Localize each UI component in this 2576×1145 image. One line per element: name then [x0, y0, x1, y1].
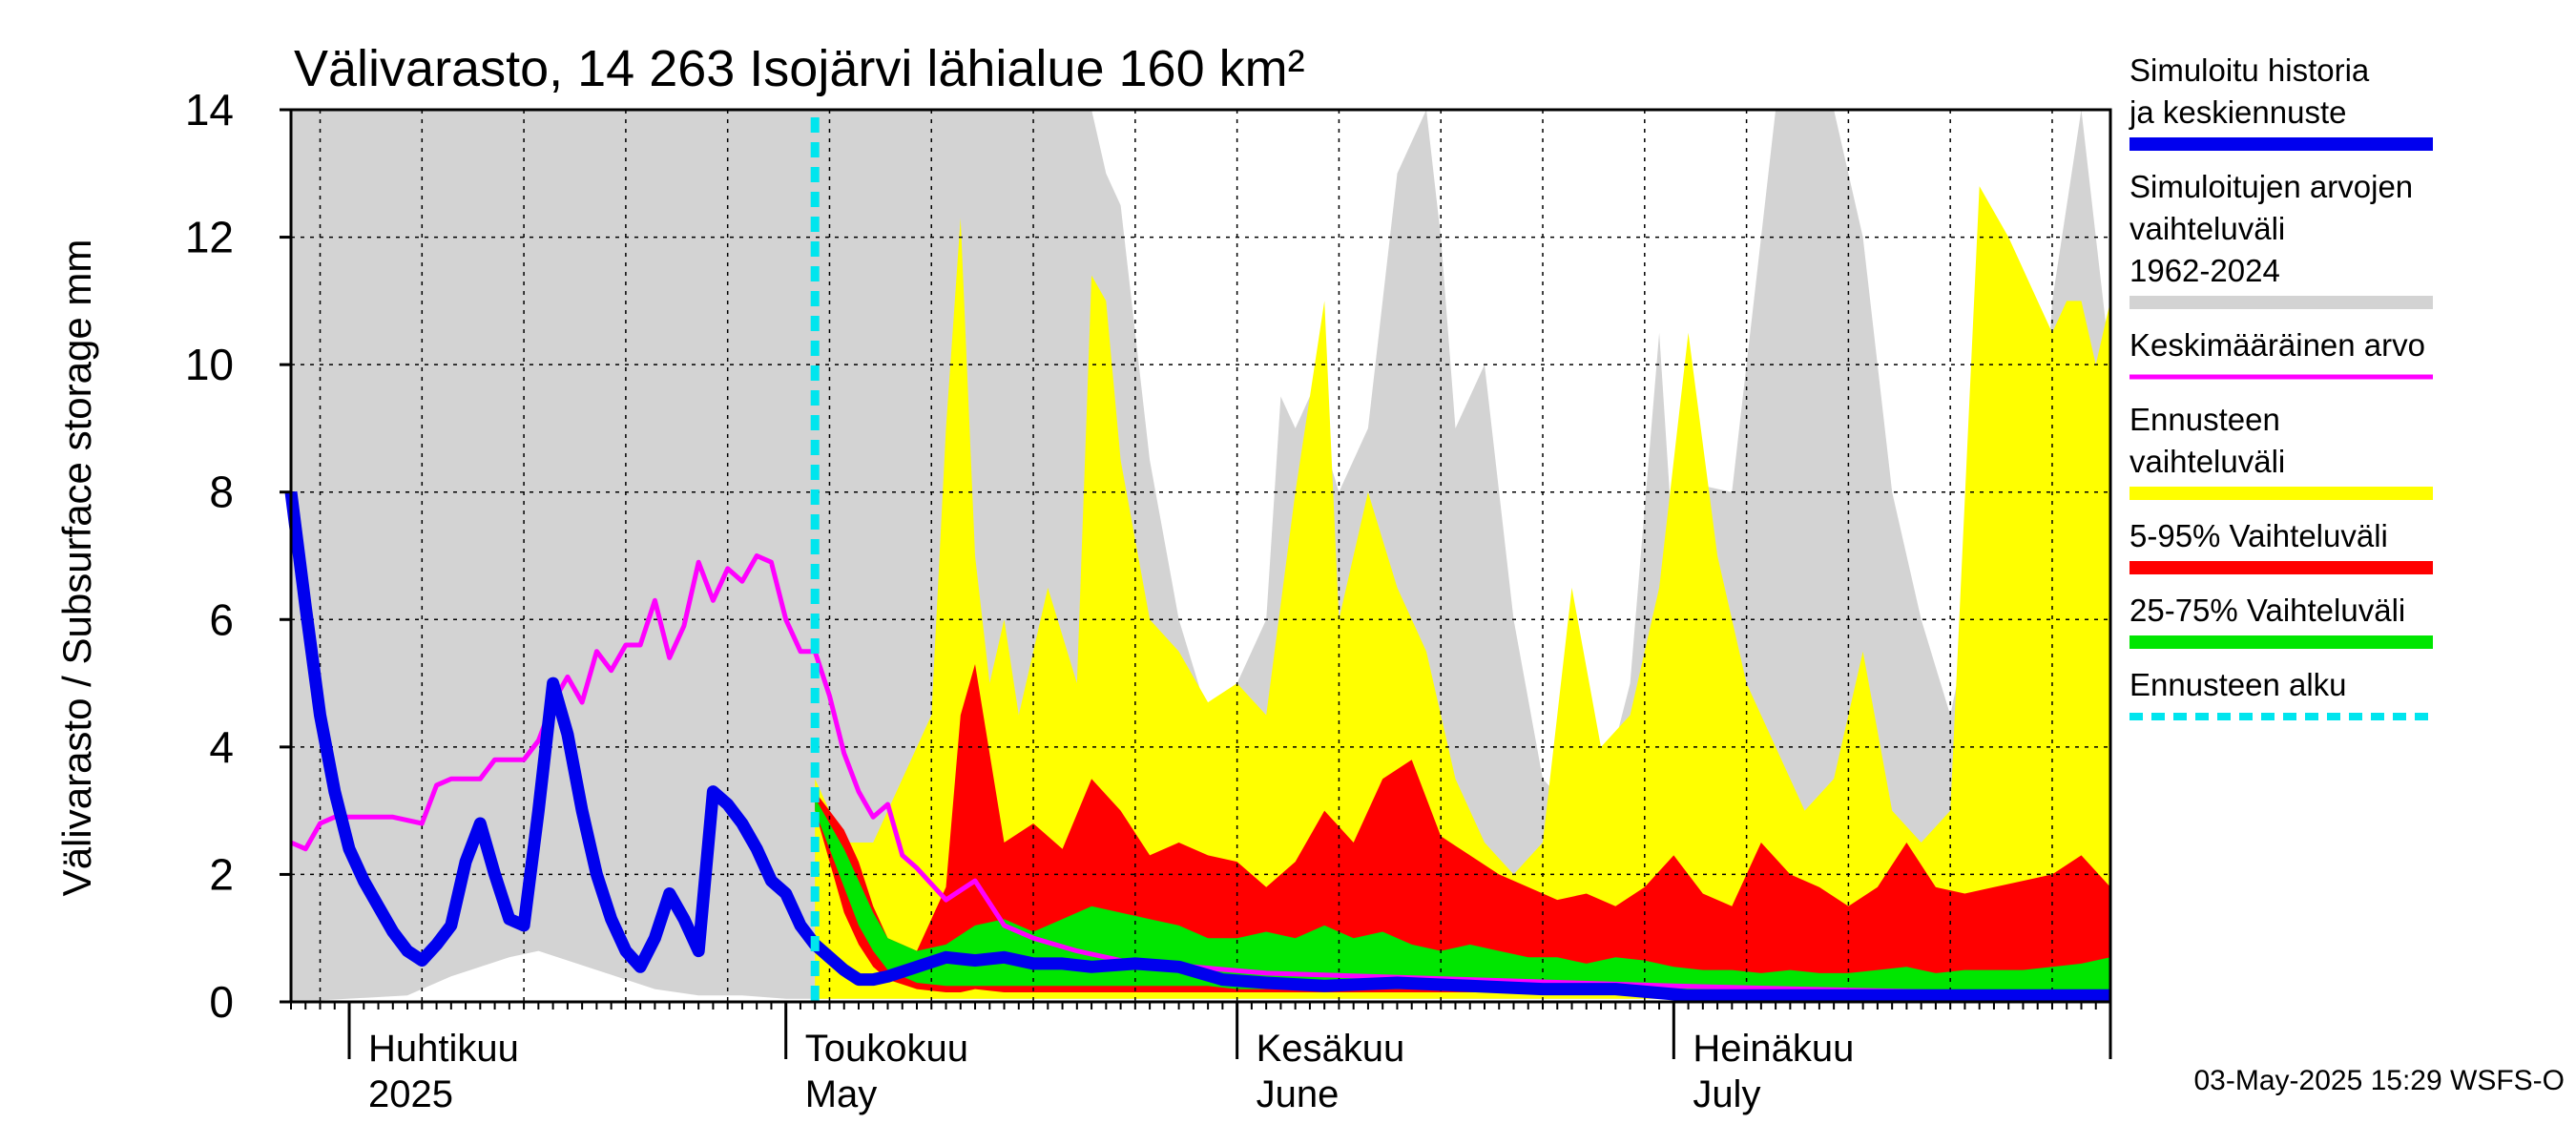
month-label-huhtikuu: Huhtikuu [368, 1028, 519, 1070]
y-axis-label: Välivarasto / Subsurface storage mm [54, 239, 99, 897]
legend-label-5-95-vaihteluvali: 5-95% Vaihteluväli [2129, 518, 2388, 553]
month-label-heinakuu: Heinäkuu [1693, 1028, 1854, 1070]
legend-label-keskimaarainen-arvo: Keskimääräinen arvo [2129, 327, 2425, 363]
y-tick-label-8: 8 [209, 468, 234, 517]
chart-title: Välivarasto, 14 263 Isojärvi lähialue 16… [294, 40, 1305, 97]
y-tick-label-0: 0 [209, 977, 234, 1027]
legend-label-ennusteen-alku: Ennusteen alku [2129, 667, 2347, 702]
y-ticks: 0 2 4 6 8 10 12 14 [185, 85, 291, 1027]
grid-layer [291, 110, 2110, 1002]
axes-layer [289, 108, 2112, 1059]
timestamp: 03-May-2025 15:29 WSFS-O [2194, 1065, 2566, 1096]
y-tick-label-2: 2 [209, 849, 234, 899]
month-label-kesakuu: Kesäkuu [1257, 1028, 1405, 1070]
month-sublabel-july: July [1693, 1073, 1760, 1115]
month-sublabel-2025: 2025 [368, 1073, 453, 1115]
plot-area [284, 108, 2112, 1059]
legend-label-simuloitujen-arvojen-vaihteluvali-1962-2024: Simuloitujen arvojen vaihteluväli 1962-202… [2129, 169, 2413, 288]
band-5-95-vaihteluvali [815, 664, 2111, 996]
band-ennusteen-vaihteluvali [815, 186, 2111, 999]
legend-label-25-75-vaihteluvali: 25-75% Vaihteluväli [2129, 593, 2405, 628]
lines-layer [284, 117, 2111, 1002]
legend-label-ennusteen-vaihteluvali: Ennusteen vaihteluväli [2129, 402, 2285, 479]
y-tick-label-10: 10 [185, 340, 234, 389]
bands-layer [291, 110, 2111, 1002]
y-tick-label-6: 6 [209, 594, 234, 644]
month-sublabel-june: June [1257, 1073, 1340, 1115]
y-tick-label-12: 12 [185, 213, 234, 262]
band-25-75-vaihteluvali [815, 798, 2111, 992]
month-label-toukokuu: Toukokuu [805, 1028, 968, 1070]
legend: Simuloitu historia ja keskiennuste Simuloi… [2129, 52, 2433, 720]
plot-frame [289, 108, 2112, 1004]
y-tick-label-14: 14 [185, 85, 234, 135]
series-simuloitu-historia-ja-keskiennuste [284, 490, 2110, 1002]
legend-label-simuloitu-historia-ja-keskiennuste: Simuloitu historia ja keskiennuste [2129, 52, 2370, 130]
month-sublabel-may: May [805, 1073, 878, 1115]
y-tick-label-4: 4 [209, 722, 234, 772]
